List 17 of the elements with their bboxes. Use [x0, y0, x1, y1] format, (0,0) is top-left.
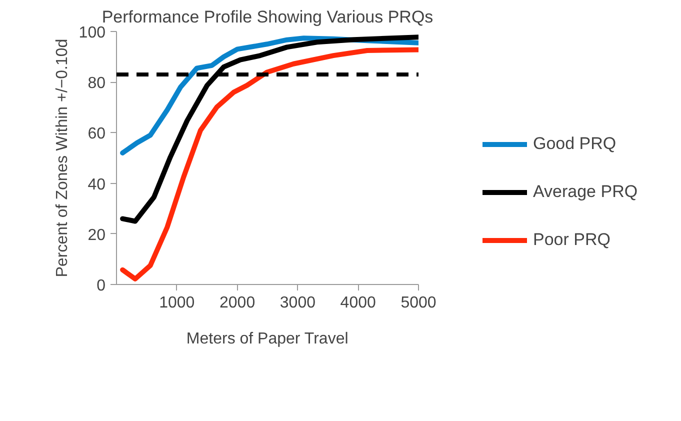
legend-label: Average PRQ [533, 182, 638, 202]
legend-label: Good PRQ [533, 134, 616, 154]
y-tick-label: 40 [88, 176, 106, 194]
x-tick-label: 3000 [280, 294, 316, 312]
y-tick-label: 80 [88, 75, 106, 92]
x-tick-label: 5000 [400, 294, 436, 312]
y-tick-label: 100 [78, 24, 106, 42]
x-axis-title: Meters of Paper Travel [186, 330, 348, 348]
x-tick-label: 2000 [220, 294, 256, 312]
y-axis-title: Percent of Zones Within +/−0.10d [54, 38, 71, 278]
x-tick-label: 4000 [340, 294, 376, 312]
x-tick-label: 1000 [159, 294, 195, 312]
y-tick-label: 20 [88, 226, 106, 244]
y-tick-label: 0 [96, 278, 106, 294]
y-tick-label: 60 [88, 126, 106, 143]
legend-label: Poor PRQ [533, 230, 610, 250]
chart-title: Performance Profile Showing Various PRQs [102, 8, 434, 26]
